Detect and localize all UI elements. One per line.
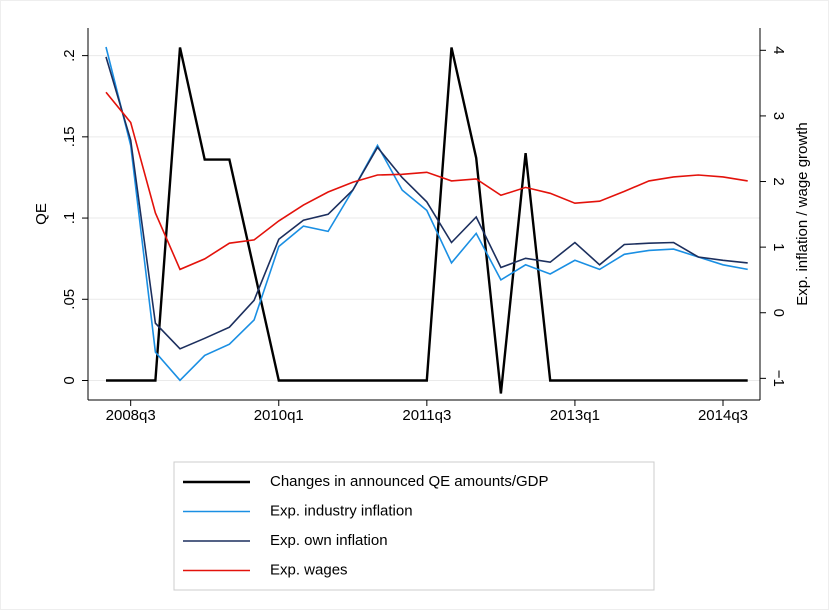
legend-box [173,461,655,591]
legend-label: Exp. industry inflation [270,502,413,519]
x-tick-label: 2008q3 [106,407,156,424]
y-axis-title: QE [33,203,50,225]
y2-tick-label: 3 [770,112,787,120]
legend-label: Changes in announced QE amounts/GDP [270,473,549,490]
y-tick-label: .1 [61,212,78,225]
x-tick-label: 2011q3 [402,407,451,424]
y-tick-label: .2 [61,49,78,62]
series-line [106,47,748,394]
y2-tick-label: 4 [770,46,787,54]
legend-label: Exp. own inflation [270,532,388,549]
series-line [105,56,748,350]
y-tick-label: .05 [61,289,78,310]
x-tick-label: 2013q1 [550,407,600,424]
y-tick-label: 0 [61,376,78,384]
series-line [105,91,748,271]
series-line [105,46,748,382]
x-tick-label: 2014q3 [698,407,748,424]
y2-axis-title: Exp. inflation / wage growth [794,122,811,305]
legend-label: Exp. wages [270,561,348,578]
y-tick-label: .15 [61,126,78,147]
y2-tick-label: 0 [770,309,787,317]
x-tick-label: 2010q1 [254,407,304,424]
y2-tick-label: 1 [770,243,787,251]
y2-tick-label: −1 [770,370,787,387]
y2-tick-label: 2 [770,177,787,185]
